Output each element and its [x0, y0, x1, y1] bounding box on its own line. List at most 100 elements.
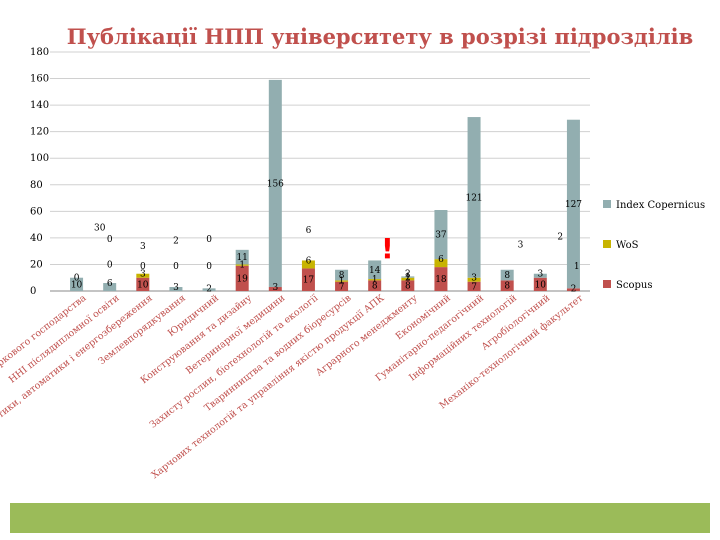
data-label: 0 [173, 262, 179, 272]
bar-segment [235, 264, 249, 266]
data-label: 121 [465, 193, 482, 203]
data-label: 3 [537, 270, 543, 280]
legend-swatch [603, 280, 611, 288]
bar-segment [467, 117, 481, 278]
bar-segment [136, 277, 150, 291]
data-label: 3 [140, 242, 146, 252]
data-label: 6 [306, 256, 312, 266]
legend-label: Scopus [616, 280, 652, 291]
bar-segment [500, 280, 514, 291]
data-label: 1 [239, 260, 245, 270]
bar-segment [335, 281, 349, 291]
data-label: 6 [438, 255, 444, 265]
gridlines [50, 51, 590, 292]
bar-segment [335, 269, 349, 281]
y-tick-label: 140 [30, 100, 49, 111]
bar-segment [70, 277, 84, 291]
data-label: 1 [574, 262, 580, 272]
bar-segment [368, 279, 382, 281]
data-label: 8 [405, 282, 411, 292]
data-label: 3 [272, 283, 278, 293]
data-label: 0 [74, 274, 80, 284]
data-label: 8 [372, 282, 378, 292]
bar-segment [202, 288, 216, 291]
bar-segment [500, 269, 514, 281]
chart-title: Публікації НПП університету в розрізі пі… [66, 24, 694, 49]
data-label: 2 [405, 270, 411, 280]
bar-segment [268, 287, 282, 291]
bar-segment [268, 79, 282, 288]
warning-mark: ! [381, 232, 394, 265]
data-label: 10 [71, 280, 83, 290]
data-label: 1 [339, 276, 345, 286]
data-label: 156 [267, 179, 284, 189]
bar-segment [401, 280, 415, 291]
bar-segment [467, 277, 481, 282]
y-tick-label: 0 [30, 286, 36, 297]
bar-segment [566, 119, 580, 289]
data-label: 18 [435, 275, 447, 285]
bars [70, 79, 580, 291]
data-label: 0 [206, 262, 212, 272]
data-label: 6 [306, 226, 312, 236]
data-label: 0 [140, 262, 146, 272]
bar-segment [235, 265, 249, 291]
y-tick-label: 120 [30, 127, 49, 138]
bar-segment [467, 281, 481, 291]
data-label: 11 [236, 253, 247, 263]
data-label: 2 [173, 237, 179, 247]
data-label: 2 [206, 284, 212, 294]
data-label: 10 [137, 280, 149, 290]
data-label: 7 [471, 282, 477, 292]
bar-segment [401, 277, 415, 281]
bar-segment [103, 283, 117, 291]
y-tick-label: 60 [30, 206, 43, 217]
bar-segment [301, 260, 315, 269]
bar-segment [533, 273, 547, 278]
y-axis-ticks: 0 20 40 60 80 100 120 140 160 180 [30, 47, 49, 297]
data-label: 2 [557, 233, 563, 243]
footer-band [10, 503, 710, 533]
data-label: 14 [369, 266, 381, 276]
x-axis-categories: Навчально-науковий інститут лісового і с… [0, 292, 585, 525]
data-label: 8 [504, 282, 510, 292]
data-label: 3 [173, 283, 179, 293]
data-label: 127 [565, 200, 582, 210]
y-tick-label: 20 [30, 259, 43, 270]
data-label: 3 [471, 274, 477, 284]
bar-segment [169, 287, 183, 291]
data-label: 19 [236, 274, 248, 284]
data-label: 2 [405, 274, 411, 284]
data-label: 2 [571, 284, 577, 294]
bar-segment [136, 273, 150, 278]
y-tick-label: 40 [30, 233, 43, 244]
legend-label: Index Copernicus [616, 200, 705, 211]
legend: Index Copernicus WoS Scopus [603, 200, 705, 291]
data-label: 0 [107, 235, 113, 245]
bar-segment [533, 277, 547, 291]
bar-segment [335, 280, 349, 282]
data-label: 6 [107, 279, 113, 289]
data-label: 17 [303, 276, 315, 286]
data-label: 30 [94, 223, 106, 233]
legend-swatch [603, 240, 611, 248]
y-tick-label: 100 [30, 153, 49, 164]
data-label: 3 [518, 241, 524, 251]
bar-segment [368, 260, 382, 280]
bar-segment [368, 280, 382, 291]
bar-segment [434, 267, 448, 291]
y-tick-label: 80 [30, 180, 43, 191]
data-label: 1 [372, 275, 378, 285]
bar-segment [235, 249, 249, 265]
data-label: 7 [339, 282, 345, 292]
data-label: 0 [107, 260, 113, 270]
data-label: 10 [535, 280, 547, 290]
data-label: 8 [504, 271, 510, 281]
bar-segment [566, 288, 580, 291]
y-tick-label: 180 [30, 47, 49, 58]
bar-segment [301, 268, 315, 291]
y-tick-label: 160 [30, 74, 49, 85]
legend-label: WoS [616, 240, 639, 251]
